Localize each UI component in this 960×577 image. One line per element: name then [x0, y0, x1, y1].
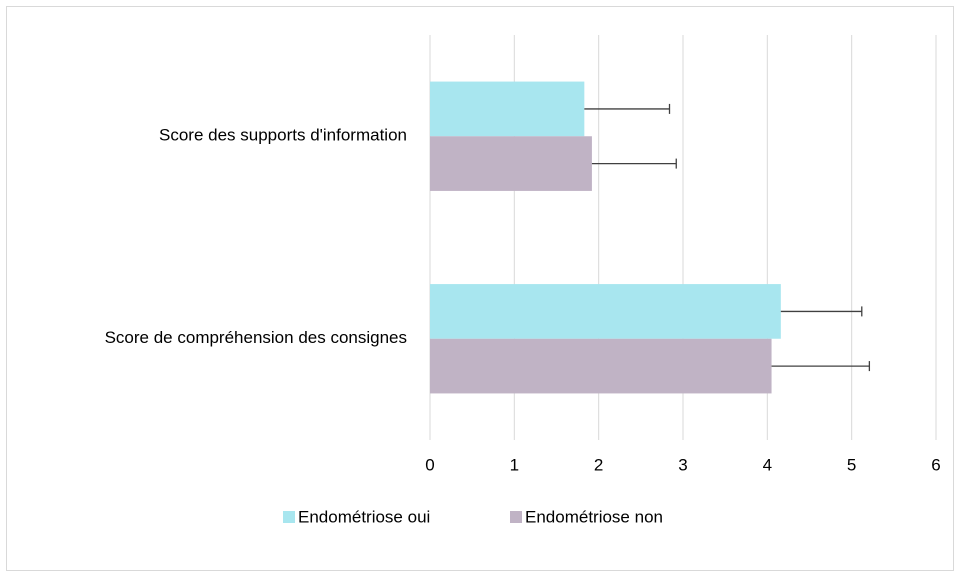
y-tick-label: Score des supports d'information: [159, 126, 407, 145]
y-tick-label: Score de compréhension des consignes: [105, 328, 407, 347]
legend-swatch: [283, 511, 295, 523]
bar: [430, 284, 781, 339]
x-tick-label: 5: [847, 455, 856, 474]
x-tick-label: 1: [510, 455, 519, 474]
bar: [430, 338, 772, 394]
legend-label: Endométriose oui: [298, 507, 430, 526]
bar: [430, 136, 592, 191]
x-tick-label: 6: [931, 455, 940, 474]
x-tick-label: 3: [678, 455, 687, 474]
x-tick-label: 4: [763, 455, 772, 474]
legend-swatch: [510, 511, 522, 523]
bar: [430, 81, 585, 137]
x-tick-label: 2: [594, 455, 603, 474]
legend-label: Endométriose non: [525, 507, 663, 526]
x-tick-label: 0: [425, 455, 434, 474]
